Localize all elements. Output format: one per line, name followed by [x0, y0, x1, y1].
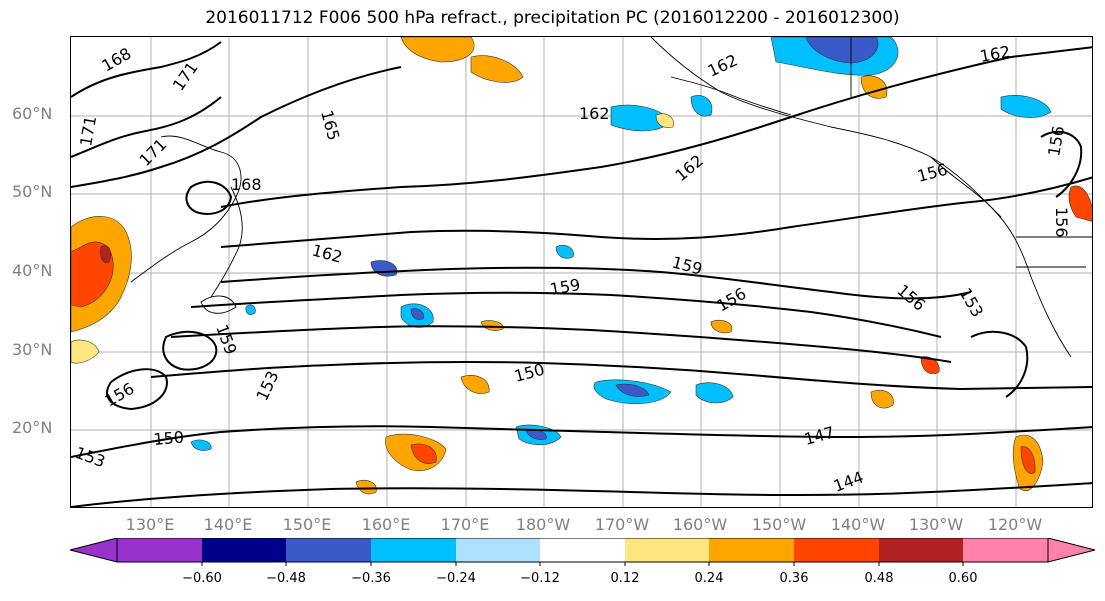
colorbar-segment — [794, 538, 879, 562]
colorbar-tick: 0.60 — [948, 571, 978, 586]
contour-label: 165 — [317, 108, 343, 142]
lat-label-60n: 60°N — [12, 104, 53, 123]
contour-label: 162 — [705, 50, 741, 80]
lon-label-140e: 140°E — [203, 515, 253, 534]
contour-label: 168 — [231, 175, 262, 194]
lon-label-130e: 130°E — [125, 515, 175, 534]
lat-label-50n: 50°N — [12, 182, 53, 201]
contour-label: 162 — [671, 151, 707, 185]
contour-label: 156 — [893, 281, 929, 315]
contour-label: 153 — [252, 368, 282, 404]
contour-label: 150 — [512, 360, 546, 386]
colorbar-segment — [879, 538, 963, 562]
colorbar-segment — [286, 538, 371, 562]
map-title: 2016011712 F006 500 hPa refract., precip… — [205, 8, 900, 28]
lon-label-150w: 150°W — [751, 515, 807, 534]
coastlines — [130, 37, 1092, 358]
contour-label: 171 — [135, 135, 170, 170]
contour-label: 144 — [831, 467, 866, 495]
contour-label: 156 — [714, 284, 750, 316]
contour-label: 159 — [670, 253, 704, 279]
colorbar-segment — [117, 538, 202, 562]
colorbar-segment — [371, 538, 456, 562]
lat-label-40n: 40°N — [12, 261, 53, 280]
lon-label-170w: 170°W — [594, 515, 650, 534]
contour-label: 162 — [978, 42, 1011, 66]
contour-label: 168 — [99, 44, 135, 76]
lon-label-120w: 120°W — [987, 515, 1043, 534]
map-panel: 168 171 171 171 165 162 162 162 162 168 … — [70, 36, 1093, 508]
contour-label: 150 — [153, 427, 185, 449]
contour-label: 162 — [579, 104, 610, 123]
contour-label: 159 — [548, 275, 581, 299]
lon-label-160e: 160°E — [361, 515, 411, 534]
refractivity-contours — [71, 41, 1092, 507]
colorbar-segment — [202, 538, 286, 562]
contour-label: 162 — [310, 241, 344, 267]
colorbar-tick: −0.48 — [266, 571, 306, 586]
contour-label: 156 — [915, 160, 949, 186]
lon-label-170e: 170°E — [440, 515, 490, 534]
colorbar-segment — [963, 538, 1048, 562]
lon-label-130w: 130°W — [908, 515, 964, 534]
colorbar-extend-low — [69, 538, 118, 563]
lon-label-150e: 150°E — [282, 515, 332, 534]
contour-label: 156 — [1052, 207, 1071, 238]
colorbar-tick: −0.36 — [351, 571, 391, 586]
contour-label: 153 — [73, 443, 108, 471]
colorbar-tick: 0.24 — [694, 571, 724, 586]
colorbar-extend-high — [1047, 538, 1096, 563]
colorbar-segment — [456, 538, 540, 562]
colorbar — [69, 538, 1096, 566]
contour-label: 147 — [802, 423, 836, 449]
colorbar-tick: −0.60 — [182, 571, 222, 586]
lon-label-140w: 140°W — [830, 515, 886, 534]
lat-label-20n: 20°N — [12, 418, 53, 437]
colorbar-tick: −0.12 — [520, 571, 560, 586]
contour-label: 171 — [76, 114, 100, 147]
contour-labels: 168 171 171 171 165 162 162 162 162 168 … — [73, 42, 1071, 496]
map-svg: 168 171 171 171 165 162 162 162 162 168 … — [71, 37, 1092, 507]
colorbar-segment — [709, 538, 794, 562]
lat-label-30n: 30°N — [12, 340, 53, 359]
colorbar-segment — [540, 538, 625, 562]
colorbar-tick: 0.12 — [610, 571, 640, 586]
lon-label-180w: 180°W — [515, 515, 571, 534]
colorbar-segment — [625, 538, 709, 562]
colorbar-tick: −0.24 — [436, 571, 476, 586]
contour-label: 153 — [956, 285, 988, 321]
contour-label: 156 — [1044, 124, 1068, 157]
lon-label-160w: 160°W — [672, 515, 728, 534]
colorbar-tick: 0.48 — [864, 571, 894, 586]
colorbar-tick: 0.36 — [779, 571, 809, 586]
